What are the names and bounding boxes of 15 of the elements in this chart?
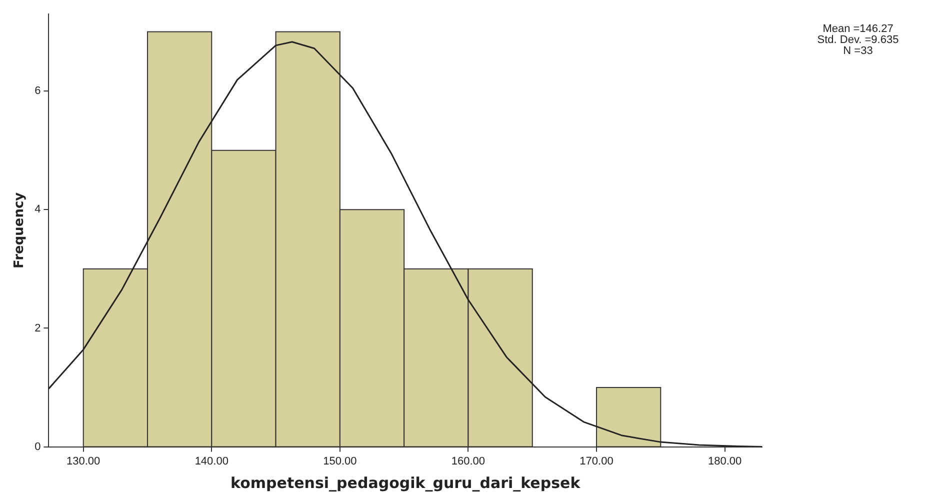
y-tick-label: 0 <box>34 440 41 453</box>
y-tick-label: 2 <box>34 322 41 334</box>
y-tick-label: 6 <box>34 85 41 98</box>
x-tick-label: 180.00 <box>708 455 742 468</box>
x-tick-label: 150.00 <box>323 455 357 468</box>
text: Std. Dev. =9.635 <box>817 34 899 46</box>
x-tick-label: 170.00 <box>580 455 614 468</box>
y-tick-label: 4 <box>34 204 41 216</box>
text: N =33 <box>843 45 873 57</box>
x-tick-label: 130.00 <box>66 455 100 468</box>
x-tick-label: 140.00 <box>194 455 228 468</box>
x-tick-label: 160.00 <box>451 455 486 468</box>
y-axis-title: Frequency <box>12 192 28 268</box>
text: Mean =146.27 <box>822 23 894 35</box>
x-axis-title: kompetensi_pedagogik_guru_dari_kepsek <box>230 474 582 492</box>
